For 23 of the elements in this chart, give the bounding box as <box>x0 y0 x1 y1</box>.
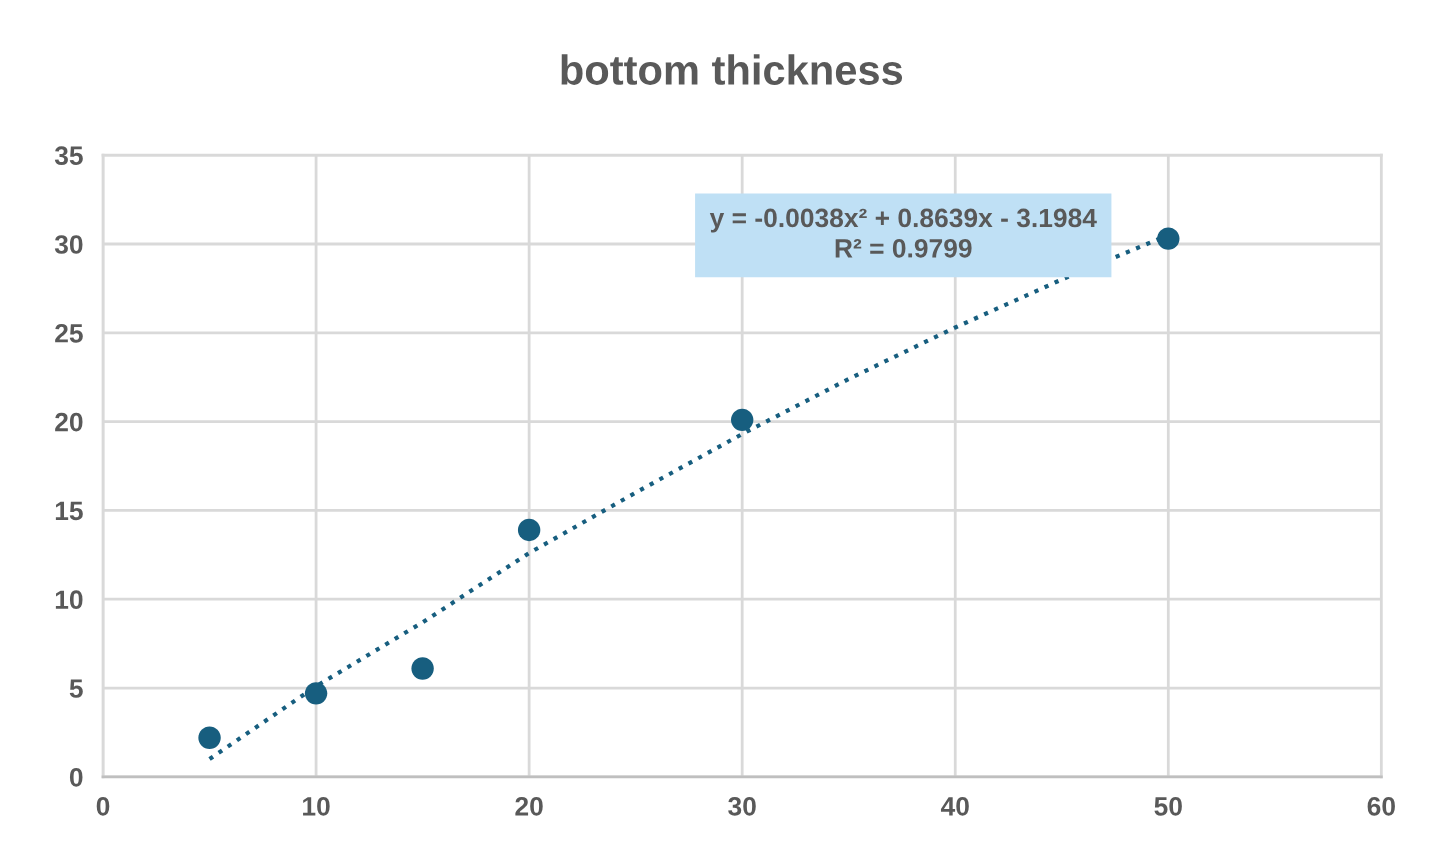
x-tick-label: 10 <box>303 796 330 816</box>
point <box>517 518 541 542</box>
y-tick-label: 0 <box>69 767 83 787</box>
y-tick-label: 25 <box>55 323 83 343</box>
y-tick-label: 20 <box>55 412 83 432</box>
y-tick-label: 10 <box>55 590 83 610</box>
point <box>411 657 434 680</box>
x-tick-label: 0 <box>96 796 110 816</box>
point <box>1157 227 1180 250</box>
y-tick-label: 5 <box>69 679 83 698</box>
x-tick-label: 60 <box>1367 796 1395 816</box>
y-tick-label: 35 <box>54 146 83 166</box>
point <box>198 726 221 749</box>
x-tick-label: 50 <box>1154 796 1182 816</box>
point <box>730 408 754 432</box>
x-tick-label: 40 <box>940 796 969 816</box>
chart-title: bottom thickness <box>561 54 903 85</box>
x-tick-label: 30 <box>728 796 756 816</box>
annotation: y = -0.0038x² + 0.8639x - 3.1984 R² = 0.9799 <box>709 208 1097 258</box>
y-tick-label: 30 <box>54 235 83 254</box>
x-tick-label: 20 <box>515 796 543 816</box>
y-tick-label: 15 <box>55 501 83 521</box>
point <box>304 682 328 705</box>
